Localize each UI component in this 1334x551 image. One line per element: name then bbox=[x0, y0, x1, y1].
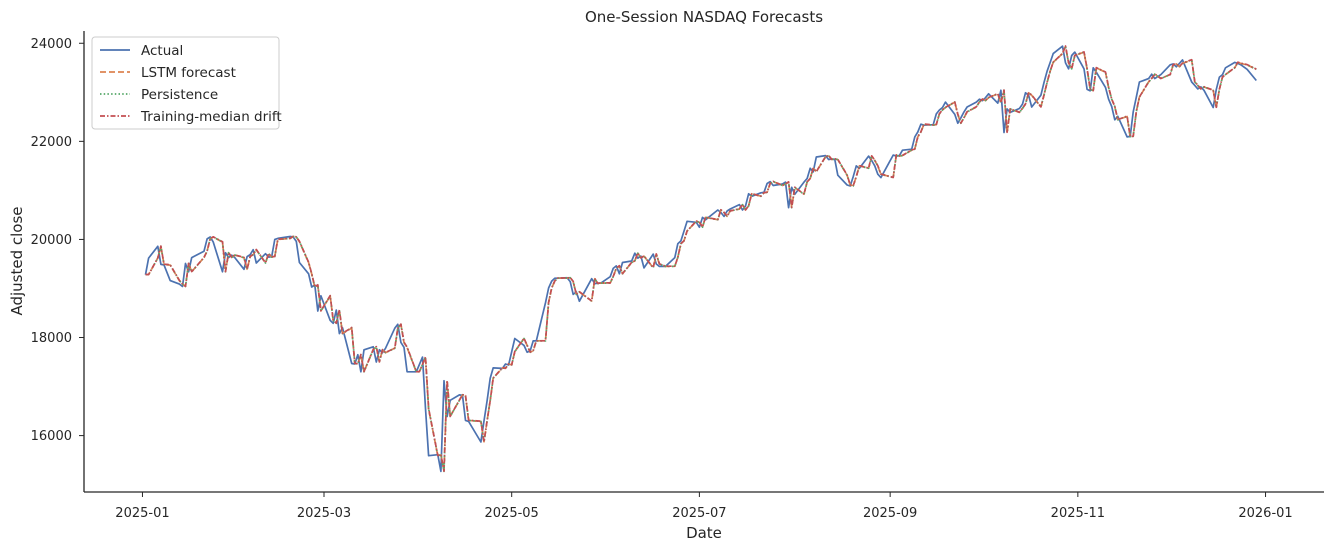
x-axis-label: Date bbox=[686, 524, 722, 542]
legend-box bbox=[91, 36, 280, 130]
series-line-lstm-forecast bbox=[145, 45, 1257, 472]
legend: Actual LSTM forecast Persistence Training-m… bbox=[91, 36, 282, 130]
y-tick-label: 20000 bbox=[31, 233, 72, 248]
series-line-training-median-drift bbox=[145, 45, 1257, 473]
plot-lines bbox=[144, 45, 1257, 473]
legend-label: LSTM forecast bbox=[141, 65, 236, 81]
legend-label: Actual bbox=[141, 43, 183, 59]
x-tick-label: 2025-05 bbox=[485, 506, 539, 521]
x-tick-label: 2025-11 bbox=[1051, 506, 1105, 521]
y-axis-label: Adjusted close bbox=[8, 206, 26, 315]
x-tick-label: 2025-03 bbox=[297, 506, 351, 521]
x-tick-label: 2026-01 bbox=[1238, 506, 1292, 521]
x-tick-label: 2025-01 bbox=[115, 506, 169, 521]
legend-label: Training-median drift bbox=[140, 109, 282, 125]
y-tick-label: 16000 bbox=[31, 429, 72, 444]
series-line-actual bbox=[144, 45, 1257, 473]
y-axis-ticks: 16000 18000 20000 22000 24000 bbox=[31, 37, 84, 444]
y-tick-label: 24000 bbox=[31, 37, 72, 52]
x-axis-ticks: 2025-01 2025-03 2025-05 2025-07 2025-09 2025-… bbox=[115, 492, 1293, 521]
y-tick-label: 22000 bbox=[31, 135, 72, 150]
x-tick-label: 2025-07 bbox=[672, 506, 726, 521]
chart-title: One-Session NASDAQ Forecasts bbox=[585, 8, 823, 26]
y-tick-label: 18000 bbox=[31, 331, 72, 346]
legend-label: Persistence bbox=[141, 87, 218, 103]
x-tick-label: 2025-09 bbox=[863, 506, 917, 521]
series-line-persistence bbox=[145, 45, 1257, 473]
